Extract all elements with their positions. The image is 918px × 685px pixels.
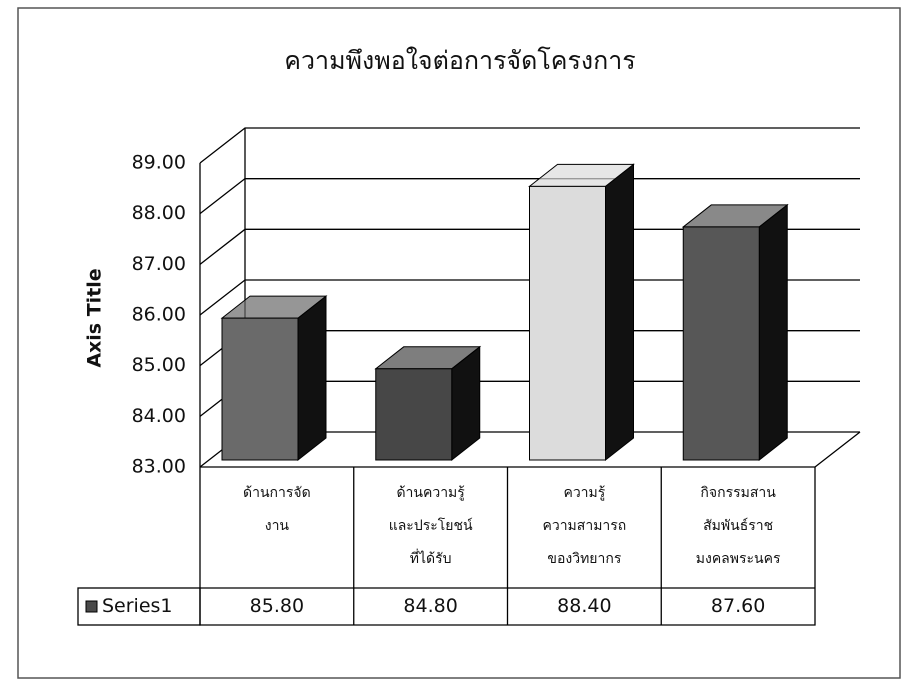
data-table-value: 88.40 [557, 595, 611, 617]
bar-side [297, 295, 327, 462]
data-table-value: 87.60 [711, 595, 765, 617]
x-tick-label: ที่ได้รับ [410, 549, 452, 567]
grid-line [199, 228, 860, 265]
x-tick-label: กิจกรรมสาน [700, 485, 776, 501]
y-tick-label: 88.00 [132, 202, 186, 224]
x-tick-label: ของวิทยากร [547, 551, 621, 567]
legend-label: Series1 [102, 595, 173, 617]
grid-line [199, 178, 860, 215]
x-tick-label: งาน [265, 518, 290, 534]
x-tick-label: ความรู้ [563, 485, 605, 501]
x-tick-label: ด้านความรู้ [396, 485, 465, 501]
bar-side [758, 203, 788, 462]
y-tick-label: 85.00 [132, 354, 186, 376]
x-tick-label: มงคลพระนคร [696, 551, 781, 567]
y-tick-label: 83.00 [132, 456, 186, 478]
grid-line [199, 127, 860, 164]
bar-side [605, 163, 634, 462]
y-tick-label: 84.00 [132, 405, 186, 427]
legend-swatch [85, 600, 98, 613]
bar [221, 317, 299, 461]
bar [529, 185, 606, 461]
data-table-value: 84.80 [403, 595, 457, 617]
y-tick-label: 89.00 [132, 152, 186, 174]
y-tick-label: 87.00 [132, 253, 186, 275]
data-table-value: 85.80 [250, 595, 304, 617]
grid-line [199, 279, 860, 316]
y-axis-title: Axis Title [84, 268, 106, 367]
bar [682, 226, 760, 461]
legend-cell [77, 587, 201, 626]
x-tick-label: สัมพันธ์ราช [703, 517, 773, 534]
x-tick-label: และประโยชน์ [389, 517, 473, 534]
chart-title: ความพึงพอใจต่อการจัดโครงการ [284, 46, 635, 75]
bar [375, 368, 453, 461]
x-tick-label: ความสามารถ [542, 518, 626, 534]
y-tick-label: 86.00 [132, 304, 186, 326]
x-tick-label: ด้านการจัด [243, 485, 311, 501]
